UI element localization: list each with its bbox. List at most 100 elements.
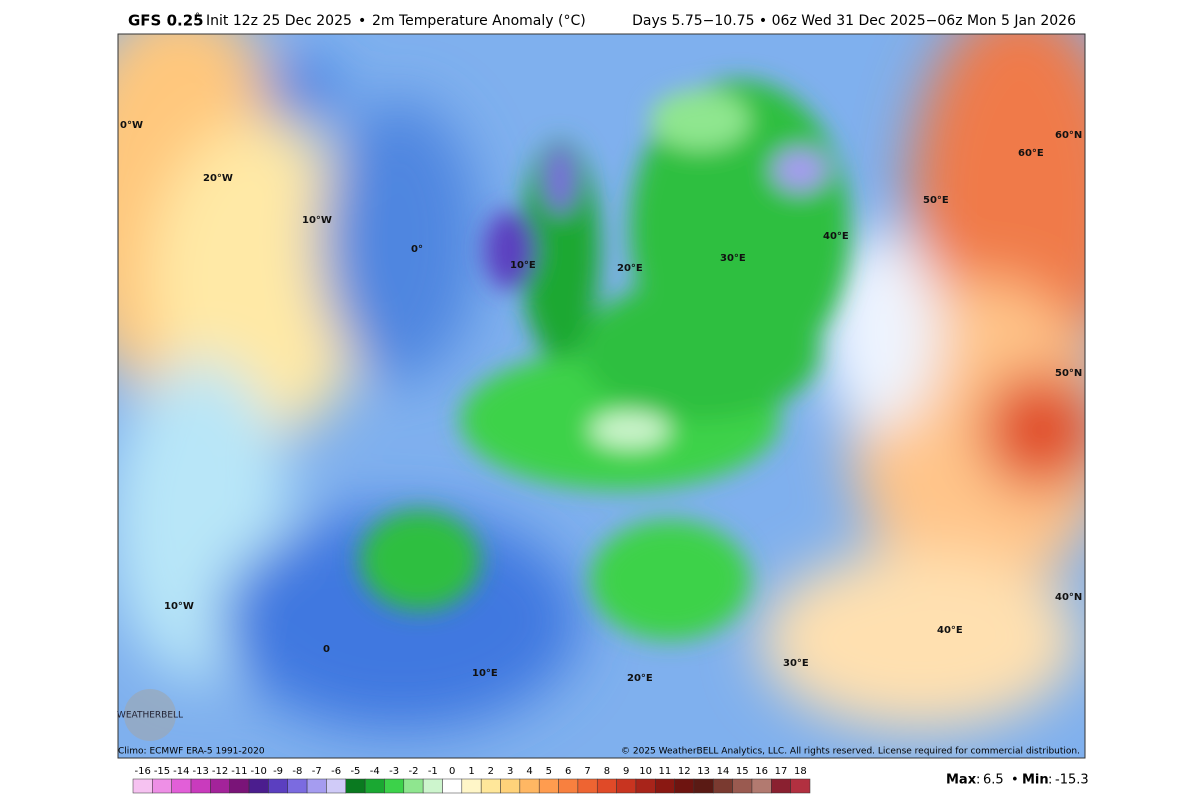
separator: •	[1011, 773, 1019, 788]
colon: :	[1048, 773, 1052, 788]
colorbar-swatch	[268, 778, 288, 794]
logo-mark	[124, 689, 176, 741]
colorbar-swatch	[558, 778, 579, 794]
colorbar-label: 12	[678, 766, 691, 777]
logo: WEATHERBELL	[117, 711, 183, 721]
title: 2m Temperature Anomaly (°C)	[372, 13, 586, 29]
colorbar-swatch	[345, 778, 366, 794]
colorbar-label: -6	[331, 766, 341, 777]
colorbar-swatch	[210, 778, 230, 794]
colorbar-swatch	[751, 778, 772, 794]
graticule-label: 40°E	[823, 231, 849, 242]
colorbar-label: 16	[755, 766, 768, 777]
graticule-label: 40°N	[1055, 592, 1082, 603]
min-label: Min	[1022, 773, 1049, 788]
colorbar-label: 4	[526, 766, 532, 777]
colorbar-label: -14	[173, 766, 189, 777]
colorbar-label: -11	[231, 766, 247, 777]
colorbar-label: 8	[604, 766, 610, 777]
graticule-label: 10°E	[510, 260, 536, 271]
colorbar-swatch	[171, 778, 192, 794]
graticule-label: 0	[323, 644, 330, 655]
colorbar-swatch	[364, 778, 385, 794]
stats: Max : 6.5 • Min : -15.3	[946, 773, 1089, 788]
colorbar-label: -12	[212, 766, 228, 777]
colorbar-swatch	[229, 778, 250, 794]
colorbar-label: 2	[488, 766, 494, 777]
colorbar-swatch	[732, 778, 753, 794]
graticule-label: 20°E	[627, 673, 653, 684]
colorbar-swatch	[635, 778, 656, 794]
colorbar-swatch	[674, 778, 695, 794]
colorbar-label: 9	[623, 766, 629, 777]
colorbar-swatch	[190, 778, 211, 794]
colorbar-swatch	[384, 778, 405, 794]
colon: :	[976, 773, 980, 788]
colorbar-swatch	[287, 778, 308, 794]
colorbar-label: 15	[736, 766, 749, 777]
bullet: •	[358, 13, 366, 29]
colorbar-label: 11	[659, 766, 672, 777]
colorbar-swatch	[461, 778, 482, 794]
init: Init 12z 25 Dec 2025	[206, 13, 352, 29]
colorbar-swatch	[519, 778, 540, 794]
colorbar-swatch	[538, 778, 559, 794]
graticule-label: 20°W	[203, 173, 233, 184]
colorbar-swatch	[152, 778, 172, 794]
colorbar-swatch	[422, 778, 443, 794]
graticule-label: 40°E	[937, 625, 963, 636]
copyright: © 2025 WeatherBELL Analytics, LLC. All r…	[621, 747, 1080, 757]
colorbar-label: 0	[449, 766, 455, 777]
colorbar-label: -15	[154, 766, 170, 777]
graticule-label: 30°E	[783, 658, 809, 669]
colorbar-swatch	[480, 778, 501, 794]
colorbar-label: -1	[428, 766, 438, 777]
climo: Climo: ECMWF ERA-5 1991-2020	[118, 747, 265, 757]
colorbar-label: -7	[312, 766, 322, 777]
graticule-label: 10°W	[302, 215, 332, 226]
map-field	[118, 34, 1085, 758]
colorbar-label: -16	[134, 766, 150, 777]
colorbar-swatch	[577, 778, 598, 794]
colorbar-label: -9	[273, 766, 283, 777]
colorbar-label: -5	[350, 766, 360, 777]
colorbar-label: 17	[775, 766, 788, 777]
colorbar-swatch	[655, 778, 675, 794]
graticule-label: 0°W	[120, 120, 143, 131]
colorbar-swatch	[790, 778, 811, 794]
max-label: Max	[946, 773, 977, 788]
graticule-label: 60°E	[1018, 148, 1044, 159]
graticule-label: 10°E	[472, 668, 498, 679]
colorbar-label: -10	[251, 766, 267, 777]
max-value: 6.5	[983, 773, 1004, 788]
graticule-label: 0°	[411, 244, 423, 255]
graticule-label: 50°E	[923, 195, 949, 206]
colorbar-swatch	[403, 778, 424, 794]
colorbar-swatch	[713, 778, 733, 794]
graticule-label: 60°N	[1055, 130, 1082, 141]
colorbar-label: -8	[292, 766, 302, 777]
colorbar-label: 1	[468, 766, 474, 777]
graticule-label: 10°W	[164, 601, 194, 612]
colorbar-swatch	[132, 778, 153, 794]
colorbar-swatch	[442, 778, 463, 794]
colorbar-swatch	[596, 778, 617, 794]
colorbar-label: -3	[389, 766, 399, 777]
graticule-label: 50°N	[1055, 368, 1082, 379]
colorbar-label: 10	[639, 766, 652, 777]
colorbar-swatch	[248, 778, 269, 794]
colorbar-label: 18	[794, 766, 807, 777]
colorbar-label: 3	[507, 766, 513, 777]
graticule-label: 30°E	[720, 253, 746, 264]
period: Days 5.75−10.75 • 06z Wed 31 Dec 2025−06…	[632, 13, 1076, 29]
colorbar-label: -4	[370, 766, 380, 777]
colorbar-label: -2	[408, 766, 418, 777]
colorbar-swatch	[693, 778, 714, 794]
colorbar-label: 14	[717, 766, 730, 777]
colorbar-label: -13	[193, 766, 209, 777]
colorbar-swatch	[326, 778, 347, 794]
colorbar-label: 13	[697, 766, 710, 777]
degree: °	[195, 12, 200, 23]
